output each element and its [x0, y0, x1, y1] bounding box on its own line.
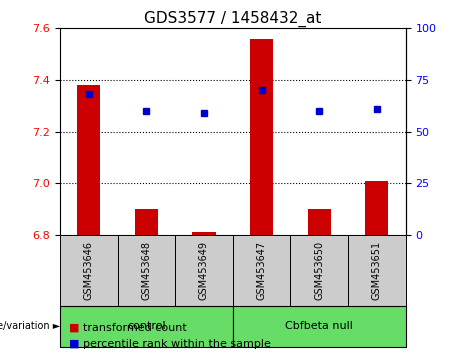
- Bar: [290, 235, 348, 306]
- Text: GSM453651: GSM453651: [372, 241, 382, 300]
- Text: Cbfbeta null: Cbfbeta null: [285, 321, 353, 331]
- Text: GSM453649: GSM453649: [199, 241, 209, 300]
- Text: ■: ■: [69, 339, 80, 349]
- Bar: [233, 306, 406, 347]
- Bar: [60, 306, 233, 347]
- Bar: [193, 232, 216, 235]
- Bar: [135, 209, 158, 235]
- Text: control: control: [127, 321, 165, 331]
- Text: GSM453647: GSM453647: [257, 241, 266, 300]
- Text: percentile rank within the sample: percentile rank within the sample: [83, 339, 271, 349]
- Bar: [308, 209, 331, 235]
- Text: ■: ■: [69, 323, 80, 333]
- Bar: [365, 181, 388, 235]
- Text: GSM453646: GSM453646: [84, 241, 94, 300]
- Text: genotype/variation ►: genotype/variation ►: [0, 321, 60, 331]
- Bar: [60, 235, 118, 306]
- Bar: [118, 235, 175, 306]
- Bar: [348, 235, 406, 306]
- Bar: [250, 39, 273, 235]
- Bar: [233, 235, 290, 306]
- Text: GSM453648: GSM453648: [142, 241, 151, 300]
- Title: GDS3577 / 1458432_at: GDS3577 / 1458432_at: [144, 11, 321, 27]
- Bar: [175, 235, 233, 306]
- Text: GSM453650: GSM453650: [314, 241, 324, 300]
- Bar: [77, 85, 100, 235]
- Text: transformed count: transformed count: [83, 323, 187, 333]
